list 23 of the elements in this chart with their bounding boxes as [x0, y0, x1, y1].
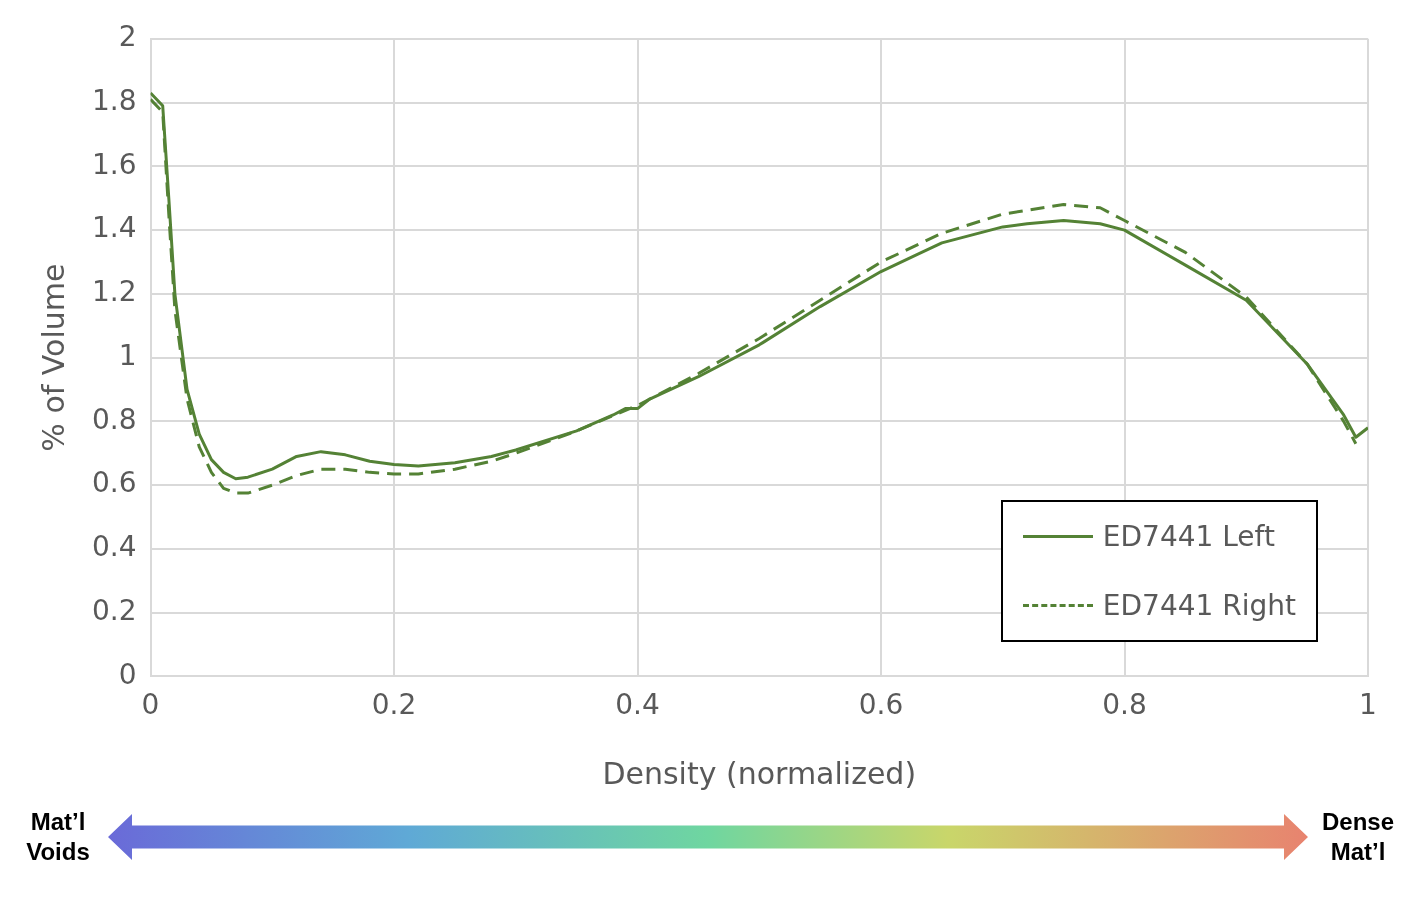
y-tick-label: 1.6	[92, 147, 137, 181]
y-tick-label: 0.8	[92, 402, 137, 436]
x-tick-label: 1	[1359, 688, 1377, 722]
x-tick-label: 0.4	[615, 688, 660, 722]
y-tick-label: 1.2	[92, 275, 137, 309]
text: Mat’l Voids	[25, 807, 91, 867]
y-tick-label: 0	[118, 657, 137, 691]
y-tick-label: 1.8	[92, 83, 137, 117]
y-tick-label: 0.6	[92, 466, 137, 500]
x-axis-title: Density (normalized)	[602, 755, 917, 791]
y-axis-title: % of Volume	[35, 263, 71, 452]
x-tick-label: 0	[141, 688, 160, 722]
x-tick-label: 0.6	[858, 688, 904, 722]
x-tick-label: 0.2	[371, 688, 417, 722]
x-tick-label: 0.8	[1102, 688, 1147, 722]
legend-label: ED7441 Left	[1102, 520, 1275, 553]
y-tick-label: 0.4	[92, 530, 137, 564]
y-tick-label: 2	[118, 20, 137, 54]
legend-label: ED7441 Right	[1102, 589, 1296, 622]
y-tick-label: 1.4	[92, 211, 137, 245]
y-tick-label: 1	[118, 338, 137, 372]
y-tick-label: 0.2	[92, 593, 137, 627]
text: Dense Mat’l	[1320, 807, 1395, 867]
